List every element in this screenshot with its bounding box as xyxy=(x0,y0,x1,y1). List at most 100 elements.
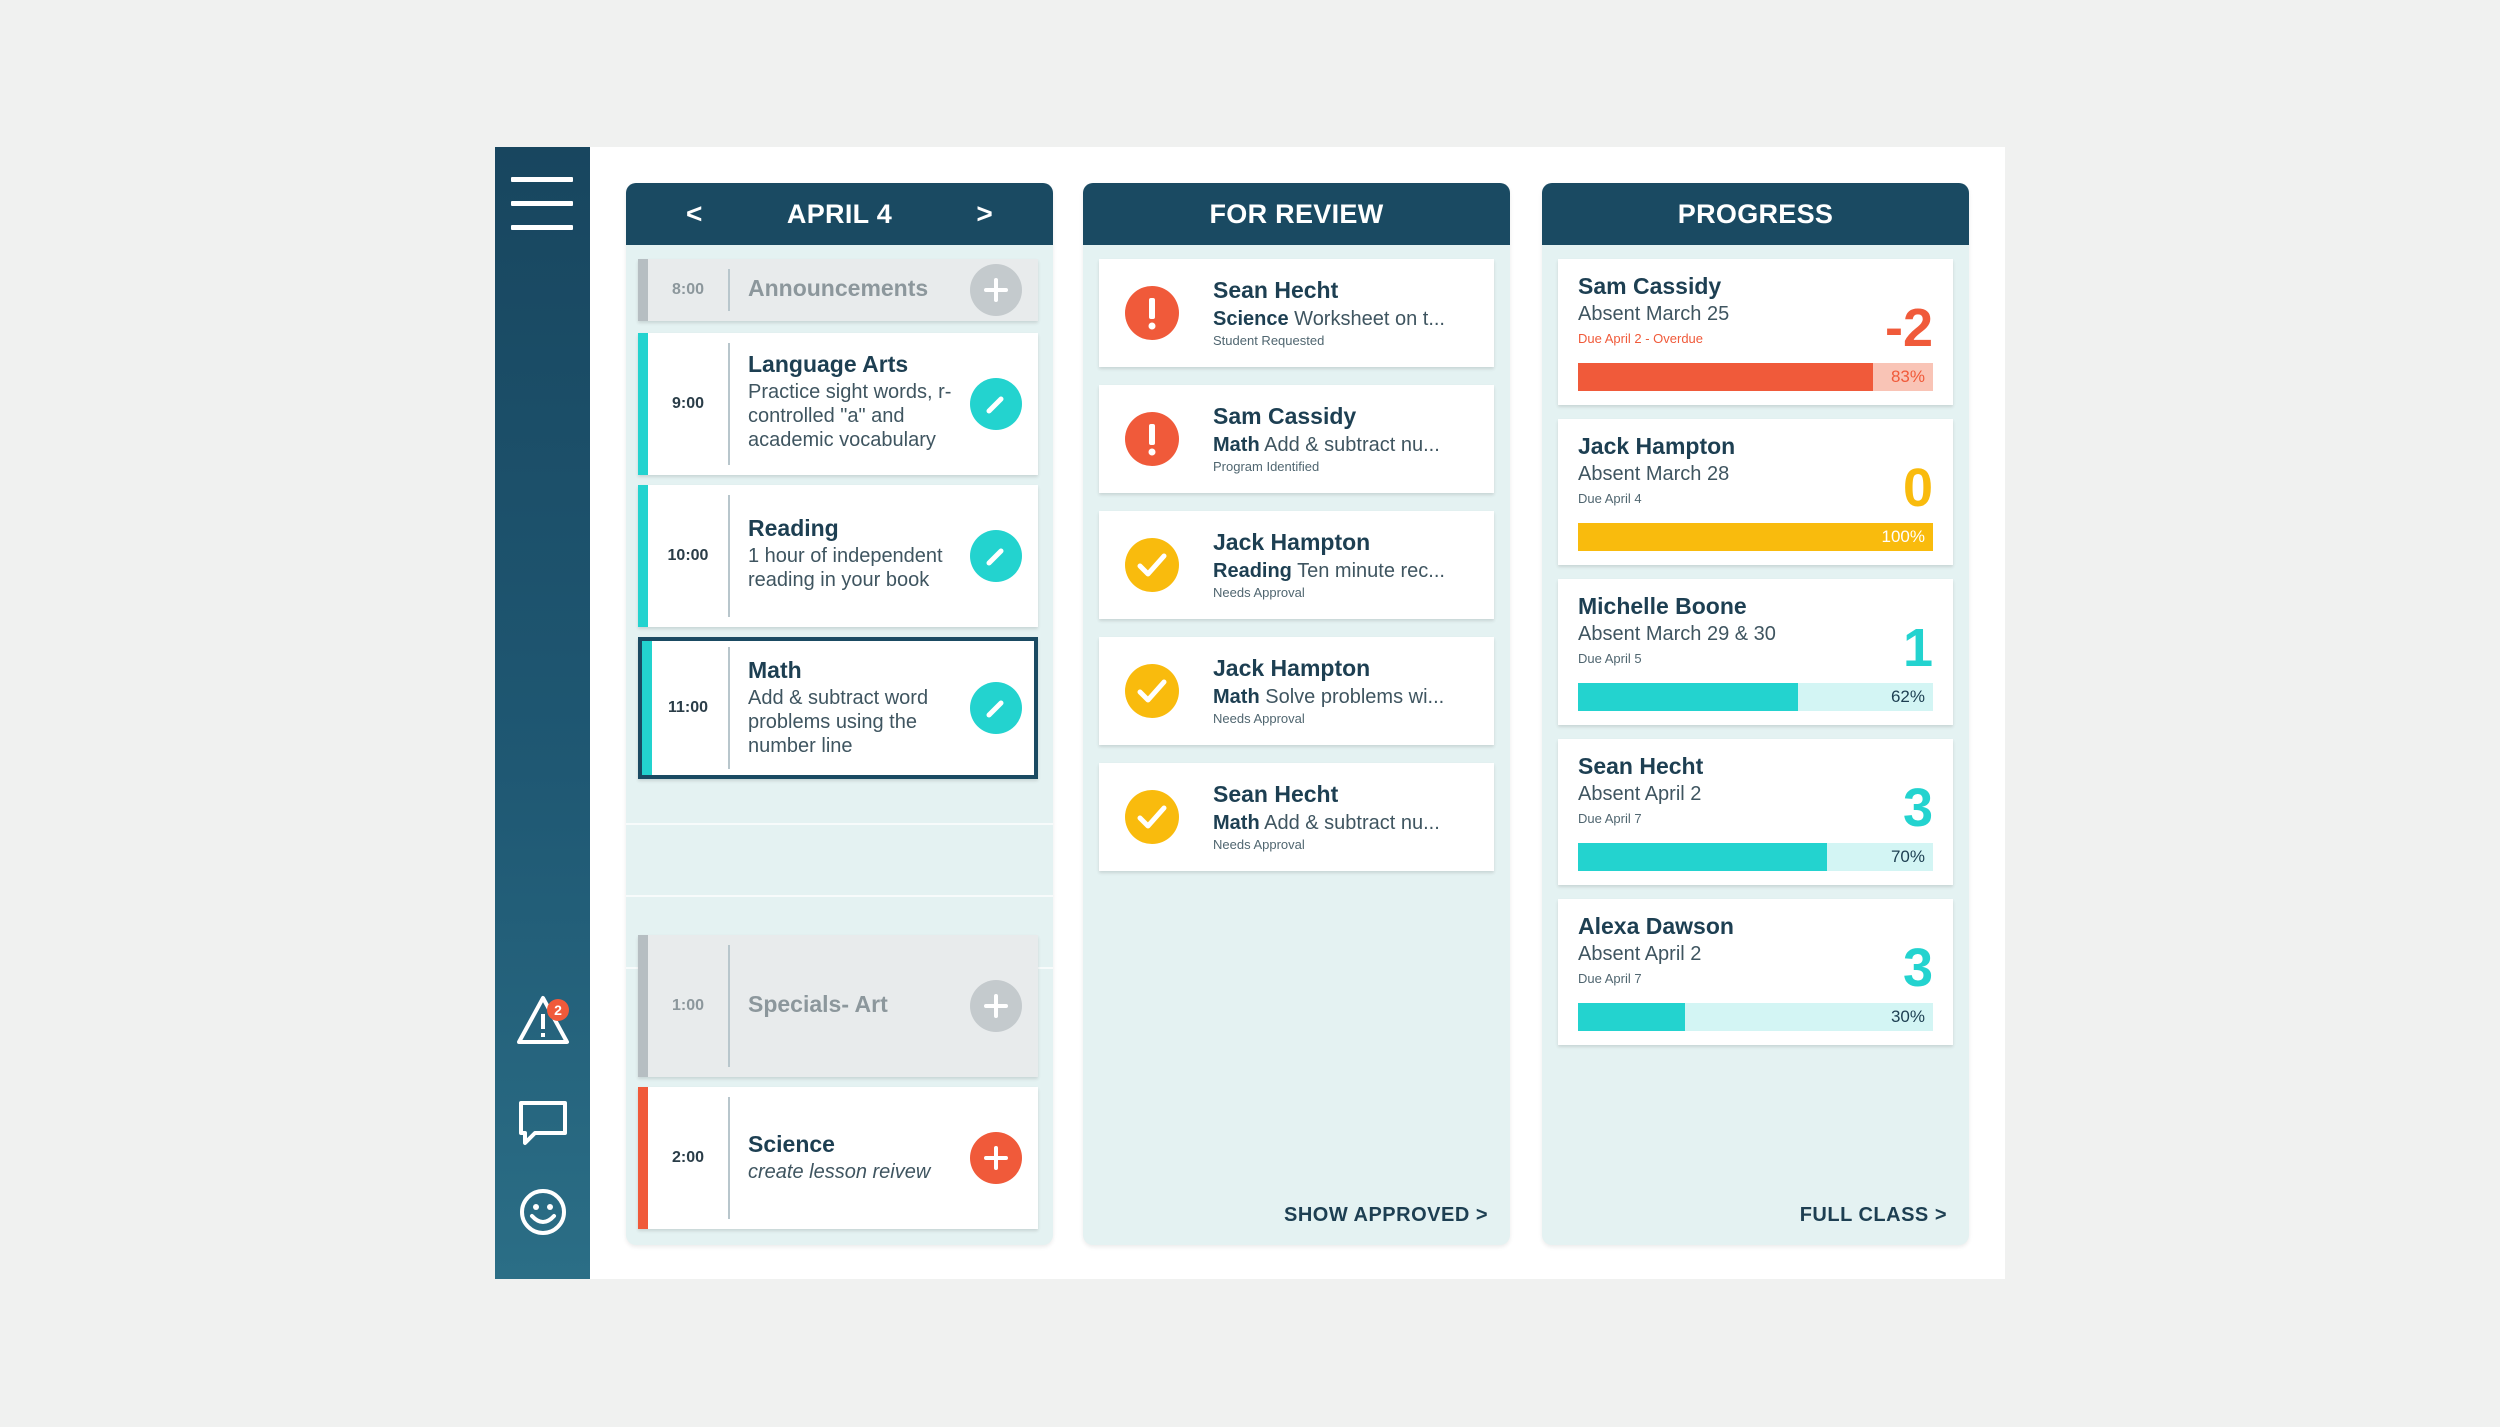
prev-day-button[interactable]: < xyxy=(686,198,703,229)
empty-time-slot[interactable] xyxy=(626,823,1053,895)
schedule-slot-language-arts[interactable]: 9:00 Language Arts Practice sight words,… xyxy=(638,333,1038,475)
progress-absent: Absent April 2 xyxy=(1578,943,1702,965)
progress-percent: 83% xyxy=(1890,367,1925,386)
progress-bar-fill xyxy=(1578,843,1827,871)
slot-time: 11:00 xyxy=(667,699,709,716)
review-subject: Math xyxy=(1213,812,1260,834)
review-subject: Math xyxy=(1213,686,1260,708)
schedule-slot-science[interactable]: 2:00 Science create lesson reivew xyxy=(638,1087,1038,1229)
review-task-line: Math Add & subtract nu... xyxy=(1213,434,1472,457)
review-item-text: Sean Hecht Math Add & subtract nu... Nee… xyxy=(1213,781,1472,852)
slot-status-bar xyxy=(638,1087,648,1229)
progress-absent: Absent April 2 xyxy=(1578,783,1702,805)
review-item[interactable]: Jack Hampton Reading Ten minute rec... N… xyxy=(1099,511,1494,619)
smiley-icon[interactable] xyxy=(515,1184,571,1240)
slot-title: Math xyxy=(748,657,802,683)
schedule-slot-announcements[interactable]: 8:00 Announcements xyxy=(638,259,1038,321)
review-note: Needs Approval xyxy=(1213,585,1305,600)
review-task-line: Reading Ten minute rec... xyxy=(1213,560,1472,583)
slot-description: 1 hour of independent reading in your bo… xyxy=(748,545,943,591)
progress-absent: Absent March 28 xyxy=(1578,463,1730,485)
progress-percent: 70% xyxy=(1890,847,1925,866)
review-item[interactable]: Sam Cassidy Math Add & subtract nu... Pr… xyxy=(1099,385,1494,493)
slot-description: Add & subtract word problems using the n… xyxy=(748,687,929,757)
next-day-button[interactable]: > xyxy=(976,198,993,229)
progress-student-name: Sam Cassidy xyxy=(1578,273,1722,299)
progress-score: 0 xyxy=(1902,458,1933,518)
progress-card[interactable]: Alexa Dawson Absent April 2 Due April 7 3 30… xyxy=(1558,899,1953,1045)
progress-bar-fill xyxy=(1578,1003,1685,1031)
progress-score: -2 xyxy=(1884,298,1933,358)
edit-button[interactable] xyxy=(970,682,1022,734)
check-icon xyxy=(1125,538,1179,592)
progress-due: Due April 2 - Overdue xyxy=(1578,331,1704,346)
progress-header: PROGRESS xyxy=(1542,183,1969,245)
progress-bar-fill xyxy=(1578,683,1799,711)
progress-percent: 30% xyxy=(1890,1007,1925,1026)
review-task: Worksheet on t... xyxy=(1294,308,1445,330)
slot-title: Announcements xyxy=(748,275,929,301)
progress-card[interactable]: Sean Hecht Absent April 2 Due April 7 3 70% xyxy=(1558,739,1953,885)
plus-icon xyxy=(984,278,1008,302)
pencil-icon xyxy=(986,700,1004,718)
slot-content: Specials- Art xyxy=(748,991,963,1018)
slot-title: Reading xyxy=(748,515,839,541)
schedule-slot-specials-art[interactable]: 1:00 Specials- Art xyxy=(638,935,1038,1077)
full-class-link[interactable]: FULL CLASS > xyxy=(1799,1204,1947,1226)
check-icon xyxy=(1125,664,1179,718)
pencil-icon xyxy=(986,396,1004,414)
edit-button[interactable] xyxy=(970,530,1022,582)
progress-student-name: Alexa Dawson xyxy=(1578,913,1734,939)
schedule-slot-reading[interactable]: 10:00 Reading 1 hour of independent read… xyxy=(638,485,1038,627)
edit-button[interactable] xyxy=(970,378,1022,430)
review-subject: Science xyxy=(1213,308,1289,330)
show-approved-link[interactable]: SHOW APPROVED > xyxy=(1283,1204,1488,1226)
progress-student-name: Sean Hecht xyxy=(1578,753,1704,779)
review-item-text: Jack Hampton Reading Ten minute rec... N… xyxy=(1213,529,1472,600)
slot-time: 1:00 xyxy=(671,997,705,1014)
alerts-count-badge: 2 xyxy=(547,999,569,1021)
review-task: Ten minute rec... xyxy=(1297,560,1445,582)
app-window: 2 < APRIL 4 > 8:00 Announcements xyxy=(495,147,2005,1279)
review-item[interactable]: Sean Hecht Science Worksheet on t... Stu… xyxy=(1099,259,1494,367)
progress-bar-fill xyxy=(1578,363,1873,391)
progress-due: Due April 4 xyxy=(1578,491,1642,506)
review-task: Add & subtract nu... xyxy=(1264,812,1440,834)
progress-score: 3 xyxy=(1902,778,1933,838)
chat-icon[interactable] xyxy=(515,1095,571,1151)
slot-time: 9:00 xyxy=(671,395,705,412)
schedule-panel: < APRIL 4 > 8:00 Announcements 9:00 Lang… xyxy=(626,183,1053,1245)
progress-card[interactable]: Michelle Boone Absent March 29 & 30 Due Ap… xyxy=(1558,579,1953,725)
slot-content: Announcements xyxy=(748,275,963,302)
slot-content: Reading 1 hour of independent reading in… xyxy=(748,515,963,592)
progress-panel: PROGRESS Sam Cassidy Absent March 25 Due A… xyxy=(1542,183,1969,1245)
review-header: FOR REVIEW xyxy=(1083,183,1510,245)
add-button[interactable] xyxy=(970,980,1022,1032)
slot-title: Science xyxy=(748,1131,835,1157)
progress-score: 1 xyxy=(1902,618,1933,678)
hamburger-icon[interactable] xyxy=(511,177,573,232)
review-student-name: Sean Hecht xyxy=(1213,781,1339,807)
review-note: Needs Approval xyxy=(1213,711,1305,726)
check-icon xyxy=(1125,790,1179,844)
progress-percent: 100% xyxy=(1881,527,1925,546)
slot-time: 10:00 xyxy=(667,547,709,564)
progress-student-name: Jack Hampton xyxy=(1578,433,1736,459)
sidebar: 2 xyxy=(495,147,590,1279)
progress-due: Due April 7 xyxy=(1578,971,1642,986)
slot-description: Practice sight words, r-controlled "a" a… xyxy=(748,381,952,451)
progress-card[interactable]: Jack Hampton Absent March 28 Due April 4 0 1… xyxy=(1558,419,1953,565)
review-student-name: Jack Hampton xyxy=(1213,655,1371,681)
progress-card[interactable]: Sam Cassidy Absent March 25 Due April 2 - … xyxy=(1558,259,1953,405)
slot-divider xyxy=(728,269,730,311)
add-button[interactable] xyxy=(970,1132,1022,1184)
review-item[interactable]: Jack Hampton Math Solve problems wi... N… xyxy=(1099,637,1494,745)
empty-time-slot[interactable] xyxy=(626,895,1053,967)
slot-content: Language Arts Practice sight words, r-co… xyxy=(748,351,963,452)
slot-status-bar xyxy=(638,935,648,1077)
schedule-slot-math[interactable]: 11:00 Math Add & subtract word problems … xyxy=(638,637,1038,779)
add-button[interactable] xyxy=(970,264,1022,316)
progress-absent: Absent March 25 xyxy=(1578,303,1730,325)
review-task-line: Math Solve problems wi... xyxy=(1213,686,1472,709)
review-item[interactable]: Sean Hecht Math Add & subtract nu... Nee… xyxy=(1099,763,1494,871)
